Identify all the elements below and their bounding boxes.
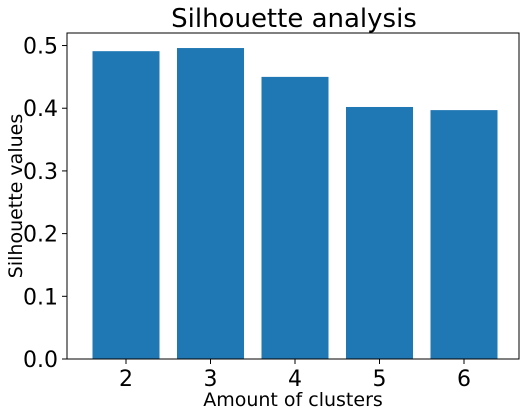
bars-group [92, 48, 498, 360]
y-axis-label: Silhouette values [5, 114, 27, 278]
bar-4 [261, 76, 329, 359]
chart-title: Silhouette analysis [171, 4, 417, 34]
plot-frame [66, 32, 520, 360]
y-tick-label: 0.0 [23, 348, 58, 373]
y-axis-ticks: 0.0 0.1 0.2 0.3 0.4 0.5 [23, 35, 67, 373]
x-tick-label: 5 [373, 367, 387, 392]
bar-3 [177, 48, 244, 360]
bar-2 [92, 51, 160, 359]
x-axis-ticks: 2 3 4 5 6 [119, 359, 471, 392]
y-tick-label: 0.1 [23, 285, 58, 310]
x-tick-label: 6 [457, 367, 471, 392]
y-tick-label: 0.3 [23, 160, 58, 185]
bar-5 [346, 106, 413, 359]
x-tick-label: 3 [204, 367, 218, 392]
bar-6 [430, 110, 498, 359]
y-tick-label: 0.5 [23, 35, 58, 60]
y-tick-label: 0.2 [23, 223, 58, 248]
x-axis-label: Amount of clusters [203, 389, 383, 411]
y-tick-label: 0.4 [23, 97, 58, 122]
x-tick-label: 4 [288, 367, 302, 392]
x-tick-label: 2 [119, 367, 133, 392]
